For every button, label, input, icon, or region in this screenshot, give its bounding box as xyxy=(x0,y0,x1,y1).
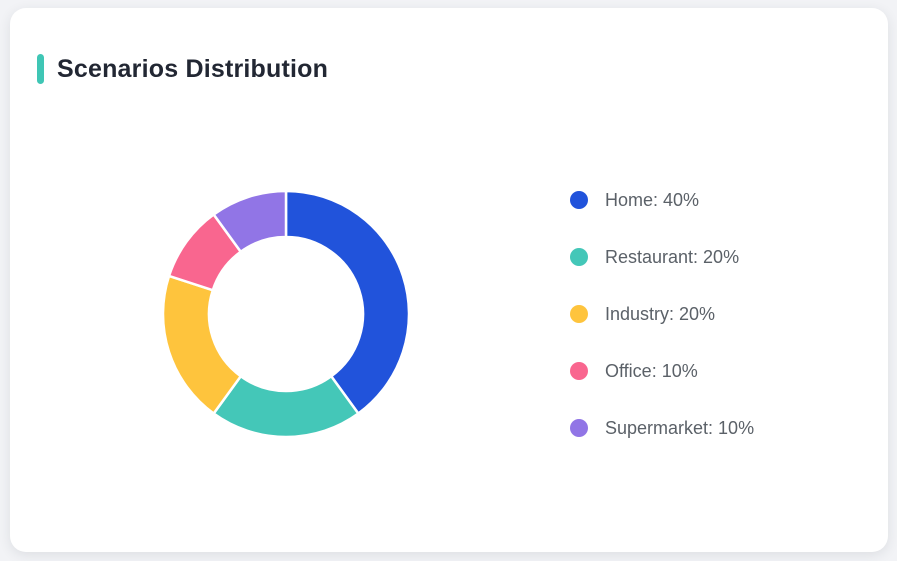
legend-item-office[interactable]: Office: 10% xyxy=(570,361,754,381)
donut-slice-supermarket[interactable] xyxy=(212,189,288,253)
legend-item-restaurant[interactable]: Restaurant: 20% xyxy=(570,247,754,267)
legend-color-dot xyxy=(570,305,588,323)
legend-label: Industry: 20% xyxy=(605,304,716,324)
donut-slice-industry[interactable] xyxy=(161,274,242,415)
legend-item-supermarket[interactable]: Supermarket: 10% xyxy=(570,418,754,438)
legend-color-dot xyxy=(570,248,588,266)
chart-legend: Home: 40% Restaurant: 20% Industry: 20% … xyxy=(570,190,754,475)
card-title: Scenarios Distribution xyxy=(57,55,329,83)
legend-item-industry[interactable]: Industry: 20% xyxy=(570,304,754,324)
legend-label: Supermarket: 10% xyxy=(605,418,755,438)
title-accent-bar xyxy=(37,54,44,84)
legend-color-dot xyxy=(570,419,588,437)
legend-label: Restaurant: 20% xyxy=(605,247,740,267)
legend-color-dot xyxy=(570,362,588,380)
legend-color-dot xyxy=(570,191,588,209)
legend-label: Office: 10% xyxy=(605,361,698,381)
legend-item-home[interactable]: Home: 40% xyxy=(570,190,754,210)
legend-label: Home: 40% xyxy=(605,190,700,210)
donut-chart xyxy=(161,189,411,439)
donut-slice-home[interactable] xyxy=(284,189,411,415)
scenarios-distribution-card: Scenarios Distribution Home: 40% Restaur… xyxy=(10,8,888,552)
